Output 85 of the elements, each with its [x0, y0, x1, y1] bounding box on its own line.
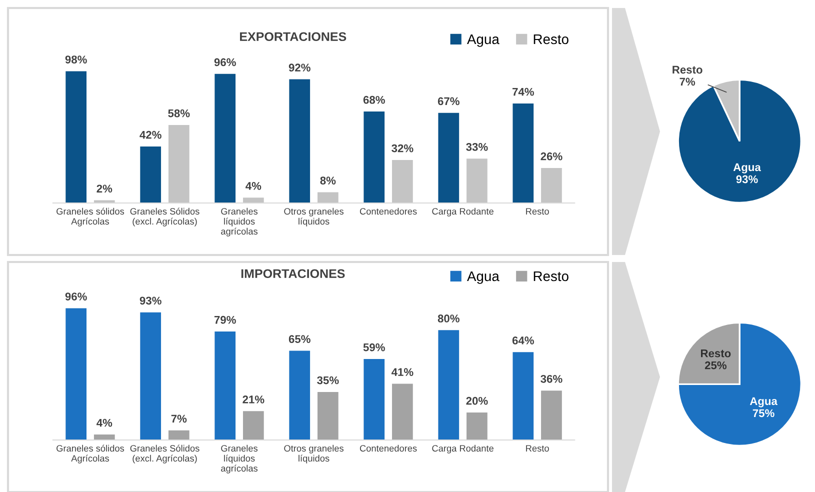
bar — [66, 308, 87, 440]
bar — [466, 158, 488, 203]
bar — [318, 392, 338, 440]
data-label: 7% — [680, 78, 696, 86]
x-tick-label: Graneles líquidos agrícolas — [221, 444, 258, 474]
data-label: 98% — [65, 56, 87, 64]
data-label: 93% — [736, 175, 758, 184]
data-label: 4% — [246, 182, 262, 190]
chart-title: IMPORTACIONES — [241, 269, 345, 278]
pie-slice — [677, 78, 802, 204]
slice-label: Agua — [750, 397, 778, 408]
data-label: 75% — [752, 409, 774, 418]
x-tick-label: Graneles Sólidos (excl. Agrícolas) — [130, 208, 200, 226]
data-label: 2% — [96, 184, 112, 193]
data-label: 7% — [171, 414, 187, 423]
data-label: 58% — [168, 109, 190, 118]
bar — [392, 160, 413, 203]
bar — [541, 390, 562, 440]
legend-label: Agua — [467, 34, 500, 47]
bar — [318, 192, 338, 203]
data-label: 33% — [466, 143, 488, 151]
data-label: 32% — [392, 144, 414, 152]
data-label: 4% — [96, 418, 112, 427]
x-tick-label: Resto — [526, 208, 549, 215]
data-label: 96% — [214, 58, 236, 66]
bar — [214, 74, 236, 203]
x-tick-label: Contenedores — [360, 444, 417, 452]
bar — [541, 168, 562, 203]
data-label: 35% — [317, 376, 339, 384]
data-label: 68% — [363, 96, 385, 104]
bar — [140, 312, 162, 440]
data-label: 96% — [65, 292, 87, 300]
slice-label: Agua — [733, 163, 761, 174]
x-tick-label: Carga Rodante — [432, 444, 494, 454]
data-label: 41% — [391, 368, 414, 376]
data-label: 21% — [242, 396, 264, 404]
bar — [140, 146, 162, 203]
bar — [168, 125, 190, 203]
x-tick-label: Carga Rodante — [432, 208, 494, 216]
bar — [466, 412, 488, 440]
x-tick-label: Resto — [526, 445, 549, 452]
bar — [512, 103, 534, 203]
legend-label: Resto — [534, 271, 568, 282]
bar — [242, 411, 264, 440]
data-label: 64% — [512, 336, 534, 344]
data-label: 79% — [214, 316, 236, 324]
data-label: 59% — [363, 343, 385, 352]
bar — [242, 198, 264, 203]
x-tick-label: Graneles líquidos agrícolas — [221, 208, 258, 236]
x-tick-label: Otros graneles líquidos — [284, 444, 344, 464]
bar — [512, 352, 534, 440]
bar — [438, 112, 460, 203]
bar — [214, 332, 236, 440]
data-label: 42% — [140, 130, 162, 139]
x-tick-label: Graneles sólidos Agrícolas — [56, 444, 124, 464]
data-label: 36% — [540, 374, 562, 383]
data-label: 8% — [320, 176, 336, 184]
data-label: 26% — [540, 152, 562, 160]
data-label: 92% — [288, 64, 310, 72]
data-label: 93% — [140, 296, 162, 305]
x-tick-label: Graneles sólidos Agrícolas — [56, 208, 124, 226]
bar — [289, 350, 310, 440]
bar — [289, 79, 310, 203]
legend-label: Agua — [467, 271, 500, 284]
bar — [94, 434, 115, 440]
bar — [392, 384, 413, 440]
slice-label: Resto — [701, 350, 731, 358]
data-label: 74% — [512, 88, 534, 96]
bar — [168, 430, 190, 440]
bar — [66, 71, 87, 203]
bar — [364, 359, 385, 440]
data-label: 25% — [704, 361, 727, 370]
data-label: 20% — [466, 396, 488, 405]
slice-label: Resto — [672, 66, 702, 74]
data-label: 80% — [438, 314, 460, 322]
data-label: 67% — [438, 97, 460, 106]
bar — [438, 330, 460, 440]
chart-title: EXPORTACIONES — [240, 32, 346, 42]
bar — [364, 112, 385, 203]
data-label: 65% — [288, 335, 310, 344]
x-tick-label: Otros graneles líquidos — [284, 208, 344, 226]
pie-slice — [677, 322, 802, 447]
x-tick-label: Graneles Sólidos (excl. Agrícolas) — [130, 444, 200, 464]
legend-label: Resto — [534, 34, 568, 44]
x-tick-label: Contenedores — [360, 208, 417, 215]
